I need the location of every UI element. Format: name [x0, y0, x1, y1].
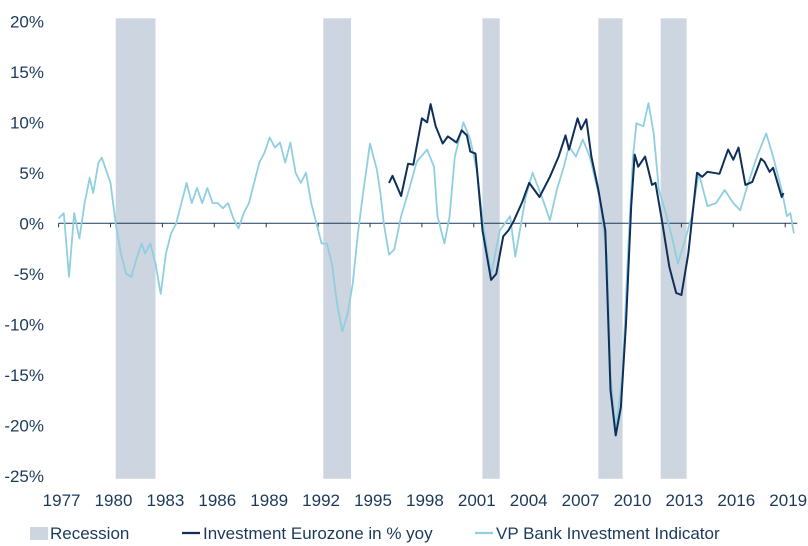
y-tick-label: 15% [10, 63, 44, 82]
x-tick-label: 1983 [146, 491, 184, 510]
y-tick-label: 10% [10, 113, 44, 132]
x-tick-label: 2016 [717, 491, 755, 510]
x-tick-label: 1998 [406, 491, 444, 510]
legend: Recession Investment Eurozone in % yoy V… [30, 524, 720, 543]
y-tick-label: -15% [4, 366, 44, 385]
x-tick-label: 2013 [665, 491, 703, 510]
recession-band [115, 18, 156, 479]
x-tick-label: 1977 [43, 491, 81, 510]
y-tick-label: -5% [14, 265, 44, 284]
legend-label-investment: Investment Eurozone in % yoy [203, 524, 433, 543]
x-tick-label: 1980 [95, 491, 133, 510]
x-tick-label: 2019 [769, 491, 807, 510]
x-axis-labels: 1977 1980 1983 1986 1989 1992 1995 1998 2001 2004… [43, 491, 807, 510]
legend-label-indicator: VP Bank Investment Indicator [496, 524, 720, 543]
x-tick-label: 2004 [510, 491, 548, 510]
recession-band [482, 18, 500, 479]
series-line-indicator [57, 102, 795, 432]
x-tick-label: 2001 [458, 491, 496, 510]
y-tick-label: 0% [19, 214, 44, 233]
legend-label-recession: Recession [50, 524, 129, 543]
x-tick-label: 1995 [354, 491, 392, 510]
x-tick-label: 1986 [198, 491, 236, 510]
x-tick-label: 2007 [562, 491, 600, 510]
legend-swatch-recession [30, 527, 48, 540]
y-tick-label: -20% [4, 416, 44, 435]
y-tick-label: 20% [10, 12, 44, 31]
y-tick-label: -10% [4, 315, 44, 334]
y-axis-labels: 20% 15% 10% 5% 0% -5% -10% -15% -20% -25% [4, 12, 44, 486]
x-tick-label: 1989 [250, 491, 288, 510]
x-tick-label: 1992 [302, 491, 340, 510]
y-tick-label: -25% [4, 467, 44, 486]
series-line-investment [388, 103, 785, 437]
x-tick-label: 2010 [614, 491, 652, 510]
series-lines [57, 102, 795, 437]
recession-bands [115, 18, 687, 479]
y-tick-label: 5% [19, 164, 44, 183]
